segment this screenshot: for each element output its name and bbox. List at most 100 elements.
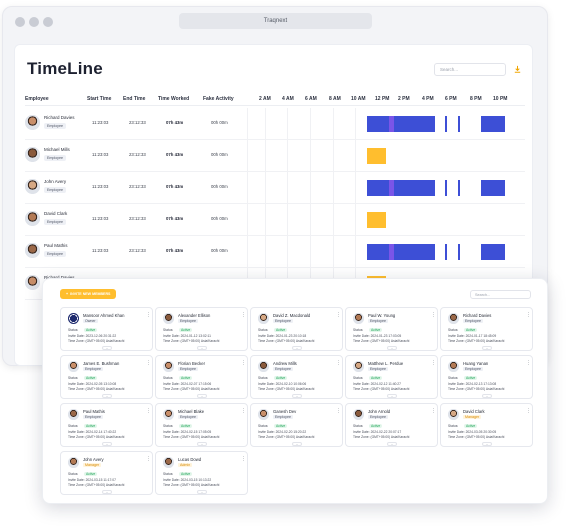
- employee-name[interactable]: Richard Davies: [44, 115, 75, 120]
- member-card[interactable]: James E. Bushman Employee ⋮ Status: Active In…: [60, 355, 153, 399]
- timeline-row[interactable]: Richard Davies Employee 11:23:03 23:12:33 07…: [25, 108, 525, 140]
- invite-date: Invite Date: 2024-02-15 17:05:05: [163, 430, 212, 434]
- expand-chevron-icon[interactable]: ⌄: [102, 490, 112, 494]
- more-options-icon[interactable]: ⋮: [241, 408, 246, 414]
- more-options-icon[interactable]: ⋮: [526, 312, 531, 318]
- status-label: Status:: [163, 424, 174, 428]
- grid-line: [310, 172, 311, 204]
- member-avatar: [68, 313, 79, 324]
- member-card[interactable]: Paul Mathis Employee ⋮ Status: Active Invite …: [60, 403, 153, 447]
- invite-members-button[interactable]: + INVITE NEW MEMBERS: [60, 289, 117, 299]
- more-options-icon[interactable]: ⋮: [241, 456, 246, 462]
- activity-bar[interactable]: [481, 244, 505, 260]
- expand-chevron-icon[interactable]: ⌄: [197, 490, 207, 494]
- timeline-row[interactable]: Michael Mills Employee 11:23:03 23:12:33 07h…: [25, 140, 525, 172]
- member-search-input[interactable]: Search...: [470, 290, 531, 299]
- grid-line: [333, 140, 334, 172]
- expand-chevron-icon[interactable]: ⌄: [197, 346, 207, 350]
- more-options-icon[interactable]: ⋮: [431, 408, 436, 414]
- timeline-row[interactable]: David Clark Employee 11:23:03 23:12:33 07h 4…: [25, 204, 525, 236]
- download-icon[interactable]: [511, 63, 524, 76]
- more-options-icon[interactable]: ⋮: [431, 360, 436, 366]
- more-options-icon[interactable]: ⋮: [146, 456, 151, 462]
- more-options-icon[interactable]: ⋮: [241, 360, 246, 366]
- expand-chevron-icon[interactable]: ⌄: [102, 394, 112, 398]
- expand-chevron-icon[interactable]: ⌄: [197, 394, 207, 398]
- activity-bar[interactable]: [481, 180, 505, 196]
- member-name: James E. Bushman: [83, 361, 120, 366]
- member-card[interactable]: Michael Blake Employee ⋮ Status: Active Invit…: [155, 403, 248, 447]
- member-card[interactable]: Lucas Dowd Admin ⋮ Status: Active Invite Date…: [155, 451, 248, 495]
- more-options-icon[interactable]: ⋮: [241, 312, 246, 318]
- member-card[interactable]: Matthew L. Perdue Employee ⋮ Status: Active I…: [345, 355, 438, 399]
- window-minimize-dot[interactable]: [29, 17, 39, 27]
- col-hour: 2 PM: [398, 96, 410, 102]
- expand-chevron-icon[interactable]: ⌄: [292, 346, 302, 350]
- expand-chevron-icon[interactable]: ⌄: [482, 442, 492, 446]
- member-card[interactable]: Mansoor Ahmed Khan Owner ⋮ Status: Active Inv…: [60, 307, 153, 351]
- activity-bar[interactable]: [445, 244, 447, 260]
- member-card[interactable]: Richard Davies Employee ⋮ Status: Active Invi…: [440, 307, 533, 351]
- search-input[interactable]: Search...: [434, 63, 506, 76]
- idle-bar[interactable]: [367, 148, 386, 164]
- more-options-icon[interactable]: ⋮: [431, 312, 436, 318]
- member-name: Michael Blake: [178, 409, 205, 414]
- employee-name[interactable]: Michael Mills: [44, 147, 70, 152]
- address-bar[interactable]: Traqnext: [179, 13, 372, 29]
- more-options-icon[interactable]: ⋮: [146, 408, 151, 414]
- member-card[interactable]: Alexander Ellison Employee ⋮ Status: Active I…: [155, 307, 248, 351]
- expand-chevron-icon[interactable]: ⌄: [102, 442, 112, 446]
- expand-chevron-icon[interactable]: ⌄: [482, 394, 492, 398]
- more-options-icon[interactable]: ⋮: [336, 312, 341, 318]
- activity-bar[interactable]: [367, 244, 435, 260]
- window-maximize-dot[interactable]: [43, 17, 53, 27]
- activity-bar[interactable]: [458, 180, 460, 196]
- expand-chevron-icon[interactable]: ⌄: [387, 442, 397, 446]
- more-options-icon[interactable]: ⋮: [526, 360, 531, 366]
- employee-name[interactable]: John Avery: [44, 179, 67, 184]
- timeline-row[interactable]: Paul Mathis Employee 11:23:03 23:12:33 07h 4…: [25, 236, 525, 268]
- expand-chevron-icon[interactable]: ⌄: [387, 346, 397, 350]
- member-card[interactable]: Ganesh Dev Employee ⋮ Status: Active Invite D…: [250, 403, 343, 447]
- member-card[interactable]: Florian Becker Employee ⋮ Status: Active Invi…: [155, 355, 248, 399]
- member-card[interactable]: John Arnold Employee ⋮ Status: Active Invite …: [345, 403, 438, 447]
- member-avatar: [163, 457, 174, 468]
- col-hour: 4 PM: [422, 96, 434, 102]
- expand-chevron-icon[interactable]: ⌄: [292, 394, 302, 398]
- activity-bar[interactable]: [458, 116, 460, 132]
- status-badge: Active: [369, 376, 383, 380]
- activity-bar[interactable]: [481, 116, 505, 132]
- more-options-icon[interactable]: ⋮: [336, 360, 341, 366]
- timeline-row[interactable]: John Avery Employee 11:23:03 23:12:33 07h 43…: [25, 172, 525, 204]
- expand-chevron-icon[interactable]: ⌄: [482, 346, 492, 350]
- employee-name[interactable]: Richard Davies: [44, 275, 75, 280]
- expand-chevron-icon[interactable]: ⌄: [102, 346, 112, 350]
- activity-bar[interactable]: [367, 116, 435, 132]
- activity-bar[interactable]: [445, 180, 447, 196]
- member-card[interactable]: David Clark Manager ⋮ Status: Active Invite D…: [440, 403, 533, 447]
- member-card[interactable]: John Avery Manager ⋮ Status: Active Invite Da…: [60, 451, 153, 495]
- activity-bar[interactable]: [458, 244, 460, 260]
- window-close-dot[interactable]: [15, 17, 25, 27]
- member-card[interactable]: Andrew Mills Employee ⋮ Status: Active Invite…: [250, 355, 343, 399]
- more-options-icon[interactable]: ⋮: [146, 360, 151, 366]
- status-badge: Active: [84, 376, 98, 380]
- member-card[interactable]: David Z. Macdonald Employee ⋮ Status: Active…: [250, 307, 343, 351]
- expand-chevron-icon[interactable]: ⌄: [197, 442, 207, 446]
- expand-chevron-icon[interactable]: ⌄: [387, 394, 397, 398]
- employee-name[interactable]: Paul Mathis: [44, 243, 68, 248]
- activity-bar[interactable]: [367, 180, 435, 196]
- grid-line: [333, 236, 334, 268]
- col-hour: 8 AM: [329, 96, 341, 102]
- employee-name[interactable]: David Clark: [44, 211, 68, 216]
- time-zone: Time Zone: (GMT+05:00) Asia/Karachi: [163, 387, 220, 391]
- activity-bar[interactable]: [445, 116, 447, 132]
- idle-bar[interactable]: [367, 212, 386, 228]
- time-worked: 07h 43m: [166, 120, 184, 125]
- member-card[interactable]: Huang Yanan Employee ⋮ Status: Active Invite …: [440, 355, 533, 399]
- expand-chevron-icon[interactable]: ⌄: [292, 442, 302, 446]
- more-options-icon[interactable]: ⋮: [526, 408, 531, 414]
- more-options-icon[interactable]: ⋮: [336, 408, 341, 414]
- more-options-icon[interactable]: ⋮: [146, 312, 151, 318]
- member-card[interactable]: Paul W. Young Employee ⋮ Status: Active Invit…: [345, 307, 438, 351]
